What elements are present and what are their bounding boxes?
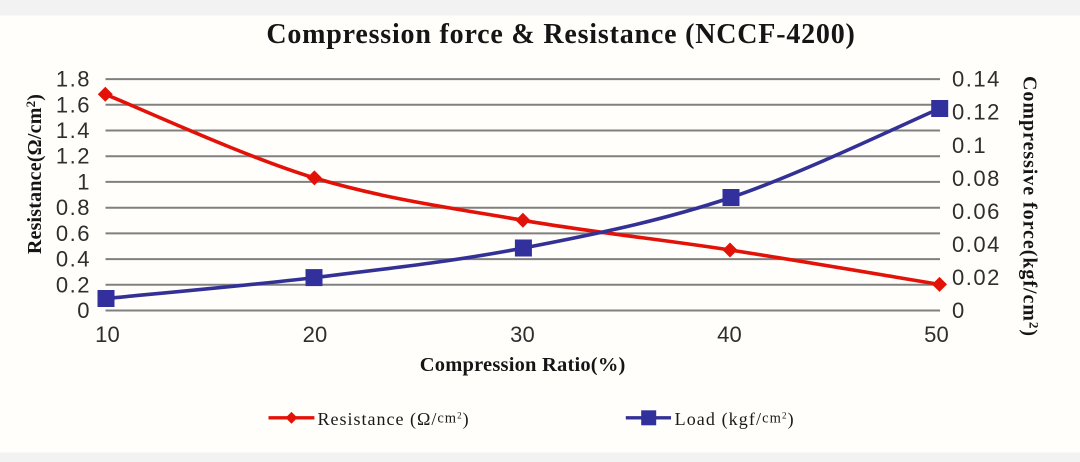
svg-text:0.04: 0.04 xyxy=(952,232,1001,257)
svg-text:Resistance (Ω/cm2): Resistance (Ω/cm2) xyxy=(318,409,470,430)
svg-text:0.6: 0.6 xyxy=(56,221,91,246)
svg-text:50: 50 xyxy=(924,322,949,347)
svg-text:0.06: 0.06 xyxy=(952,199,1001,224)
svg-text:1.2: 1.2 xyxy=(56,144,91,169)
svg-text:0.4: 0.4 xyxy=(56,247,91,272)
svg-text:0: 0 xyxy=(77,298,91,323)
svg-text:1.6: 1.6 xyxy=(56,92,91,117)
svg-text:0: 0 xyxy=(952,298,966,323)
svg-text:0.8: 0.8 xyxy=(56,195,91,220)
svg-text:0.02: 0.02 xyxy=(952,265,1001,290)
svg-text:1.4: 1.4 xyxy=(56,118,91,143)
svg-text:30: 30 xyxy=(510,322,535,347)
svg-text:1.8: 1.8 xyxy=(56,67,91,92)
svg-text:Compressive force(kgf/cm2): Compressive force(kgf/cm2) xyxy=(1019,76,1042,337)
svg-text:10: 10 xyxy=(95,322,120,347)
svg-text:0.08: 0.08 xyxy=(952,166,1001,191)
svg-text:0.2: 0.2 xyxy=(56,272,91,297)
svg-text:Compression force & Resistance: Compression force & Resistance (NCCF-420… xyxy=(266,19,855,50)
svg-text:0.12: 0.12 xyxy=(952,100,1001,125)
svg-text:Resistance(Ω/cm2): Resistance(Ω/cm2) xyxy=(23,94,46,254)
svg-text:40: 40 xyxy=(717,322,742,347)
svg-text:Compression Ratio(%): Compression Ratio(%) xyxy=(420,354,626,376)
svg-text:Load (kgf/cm2): Load (kgf/cm2) xyxy=(675,409,795,430)
svg-text:0.14: 0.14 xyxy=(952,67,1001,92)
svg-text:1: 1 xyxy=(77,169,91,194)
svg-text:20: 20 xyxy=(303,322,328,347)
svg-text:0.1: 0.1 xyxy=(952,133,987,158)
